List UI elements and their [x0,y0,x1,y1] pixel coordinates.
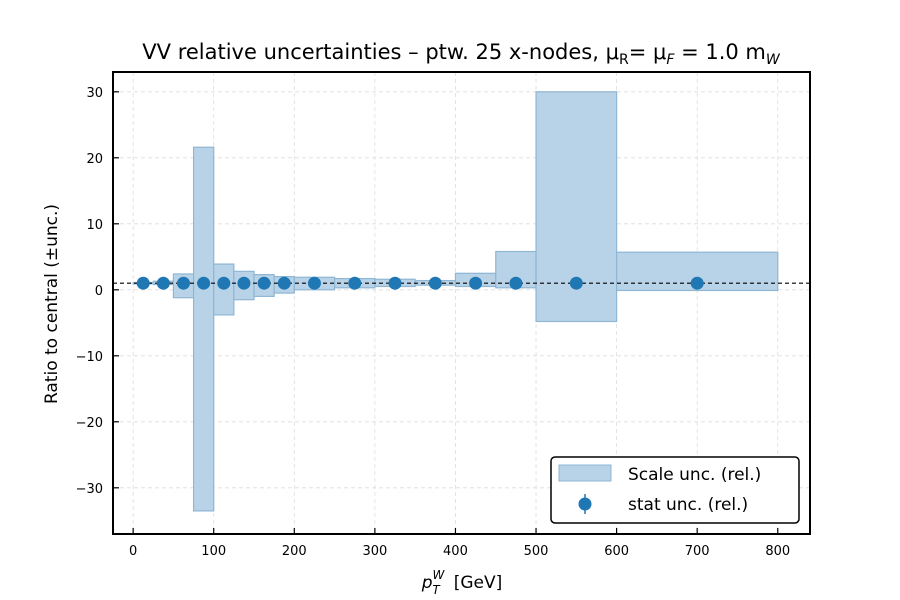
y-tick-label: −30 [76,482,103,497]
x-axis-ticks: 0 100 200 300 400 500 600 700 800 [129,528,790,559]
stat-point [257,276,271,290]
title-end: = 1.0 m [674,40,765,64]
stat-point [237,276,251,290]
title-sub-w: W [766,52,781,68]
xlabel-sup: W [433,568,446,582]
stat-point [177,276,191,290]
x-tick-label: 100 [201,544,226,559]
scale-band-bar [192,146,215,512]
legend: Scale unc. (rel.) stat unc. (rel.) [550,456,800,524]
stat-point [690,276,704,290]
x-tick-label: 300 [362,544,387,559]
stat-points [136,276,704,290]
xlabel-base: p [421,573,433,593]
legend-stat-label: stat unc. (rel.) [628,495,748,515]
y-axis-ticks: 30 20 10 0 −10 −20 −30 [76,86,119,497]
x-axis-label: pW T [GeV] [421,568,503,597]
stat-point [388,276,402,290]
y-tick-label: 10 [86,218,103,233]
legend-scale-swatch [558,464,612,482]
x-tick-label: 800 [765,544,790,559]
y-tick-label: −20 [76,416,103,431]
y-tick-label: −10 [76,350,103,365]
stat-point [197,276,211,290]
legend-stat-marker [578,497,592,511]
y-tick-label: 20 [86,152,103,167]
x-tick-label: 400 [443,544,468,559]
stat-point [509,276,523,290]
stat-point [428,276,442,290]
x-tick-label: 500 [524,544,549,559]
y-tick-label: 30 [86,86,103,101]
stat-point [348,276,362,290]
plot-frame [112,71,811,535]
x-tick-label: 600 [604,544,629,559]
title-sub-f: F [666,52,675,68]
stat-point [469,276,483,290]
title-sub-r: R [619,52,629,68]
x-tick-label: 0 [129,544,137,559]
title-mid: = μ [629,40,667,64]
y-tick-label: 0 [95,284,103,299]
scale-band [132,91,779,512]
legend-scale-label: Scale unc. (rel.) [628,465,761,485]
xlabel-unit: [GeV] [454,573,503,593]
chart-title: VV relative uncertainties – ptw. 25 x-no… [142,40,781,68]
stat-point [156,276,170,290]
y-axis-label: Ratio to central (±unc.) [42,204,62,404]
xlabel-sub: T [432,583,441,597]
stat-point [217,276,231,290]
stat-point [277,276,291,290]
stat-point [136,276,150,290]
x-tick-label: 200 [282,544,307,559]
legend-box [550,456,800,524]
stat-point [307,276,321,290]
x-tick-label: 700 [685,544,710,559]
stat-point [569,276,583,290]
title-main: VV relative uncertainties – ptw. 25 x-no… [142,40,619,64]
